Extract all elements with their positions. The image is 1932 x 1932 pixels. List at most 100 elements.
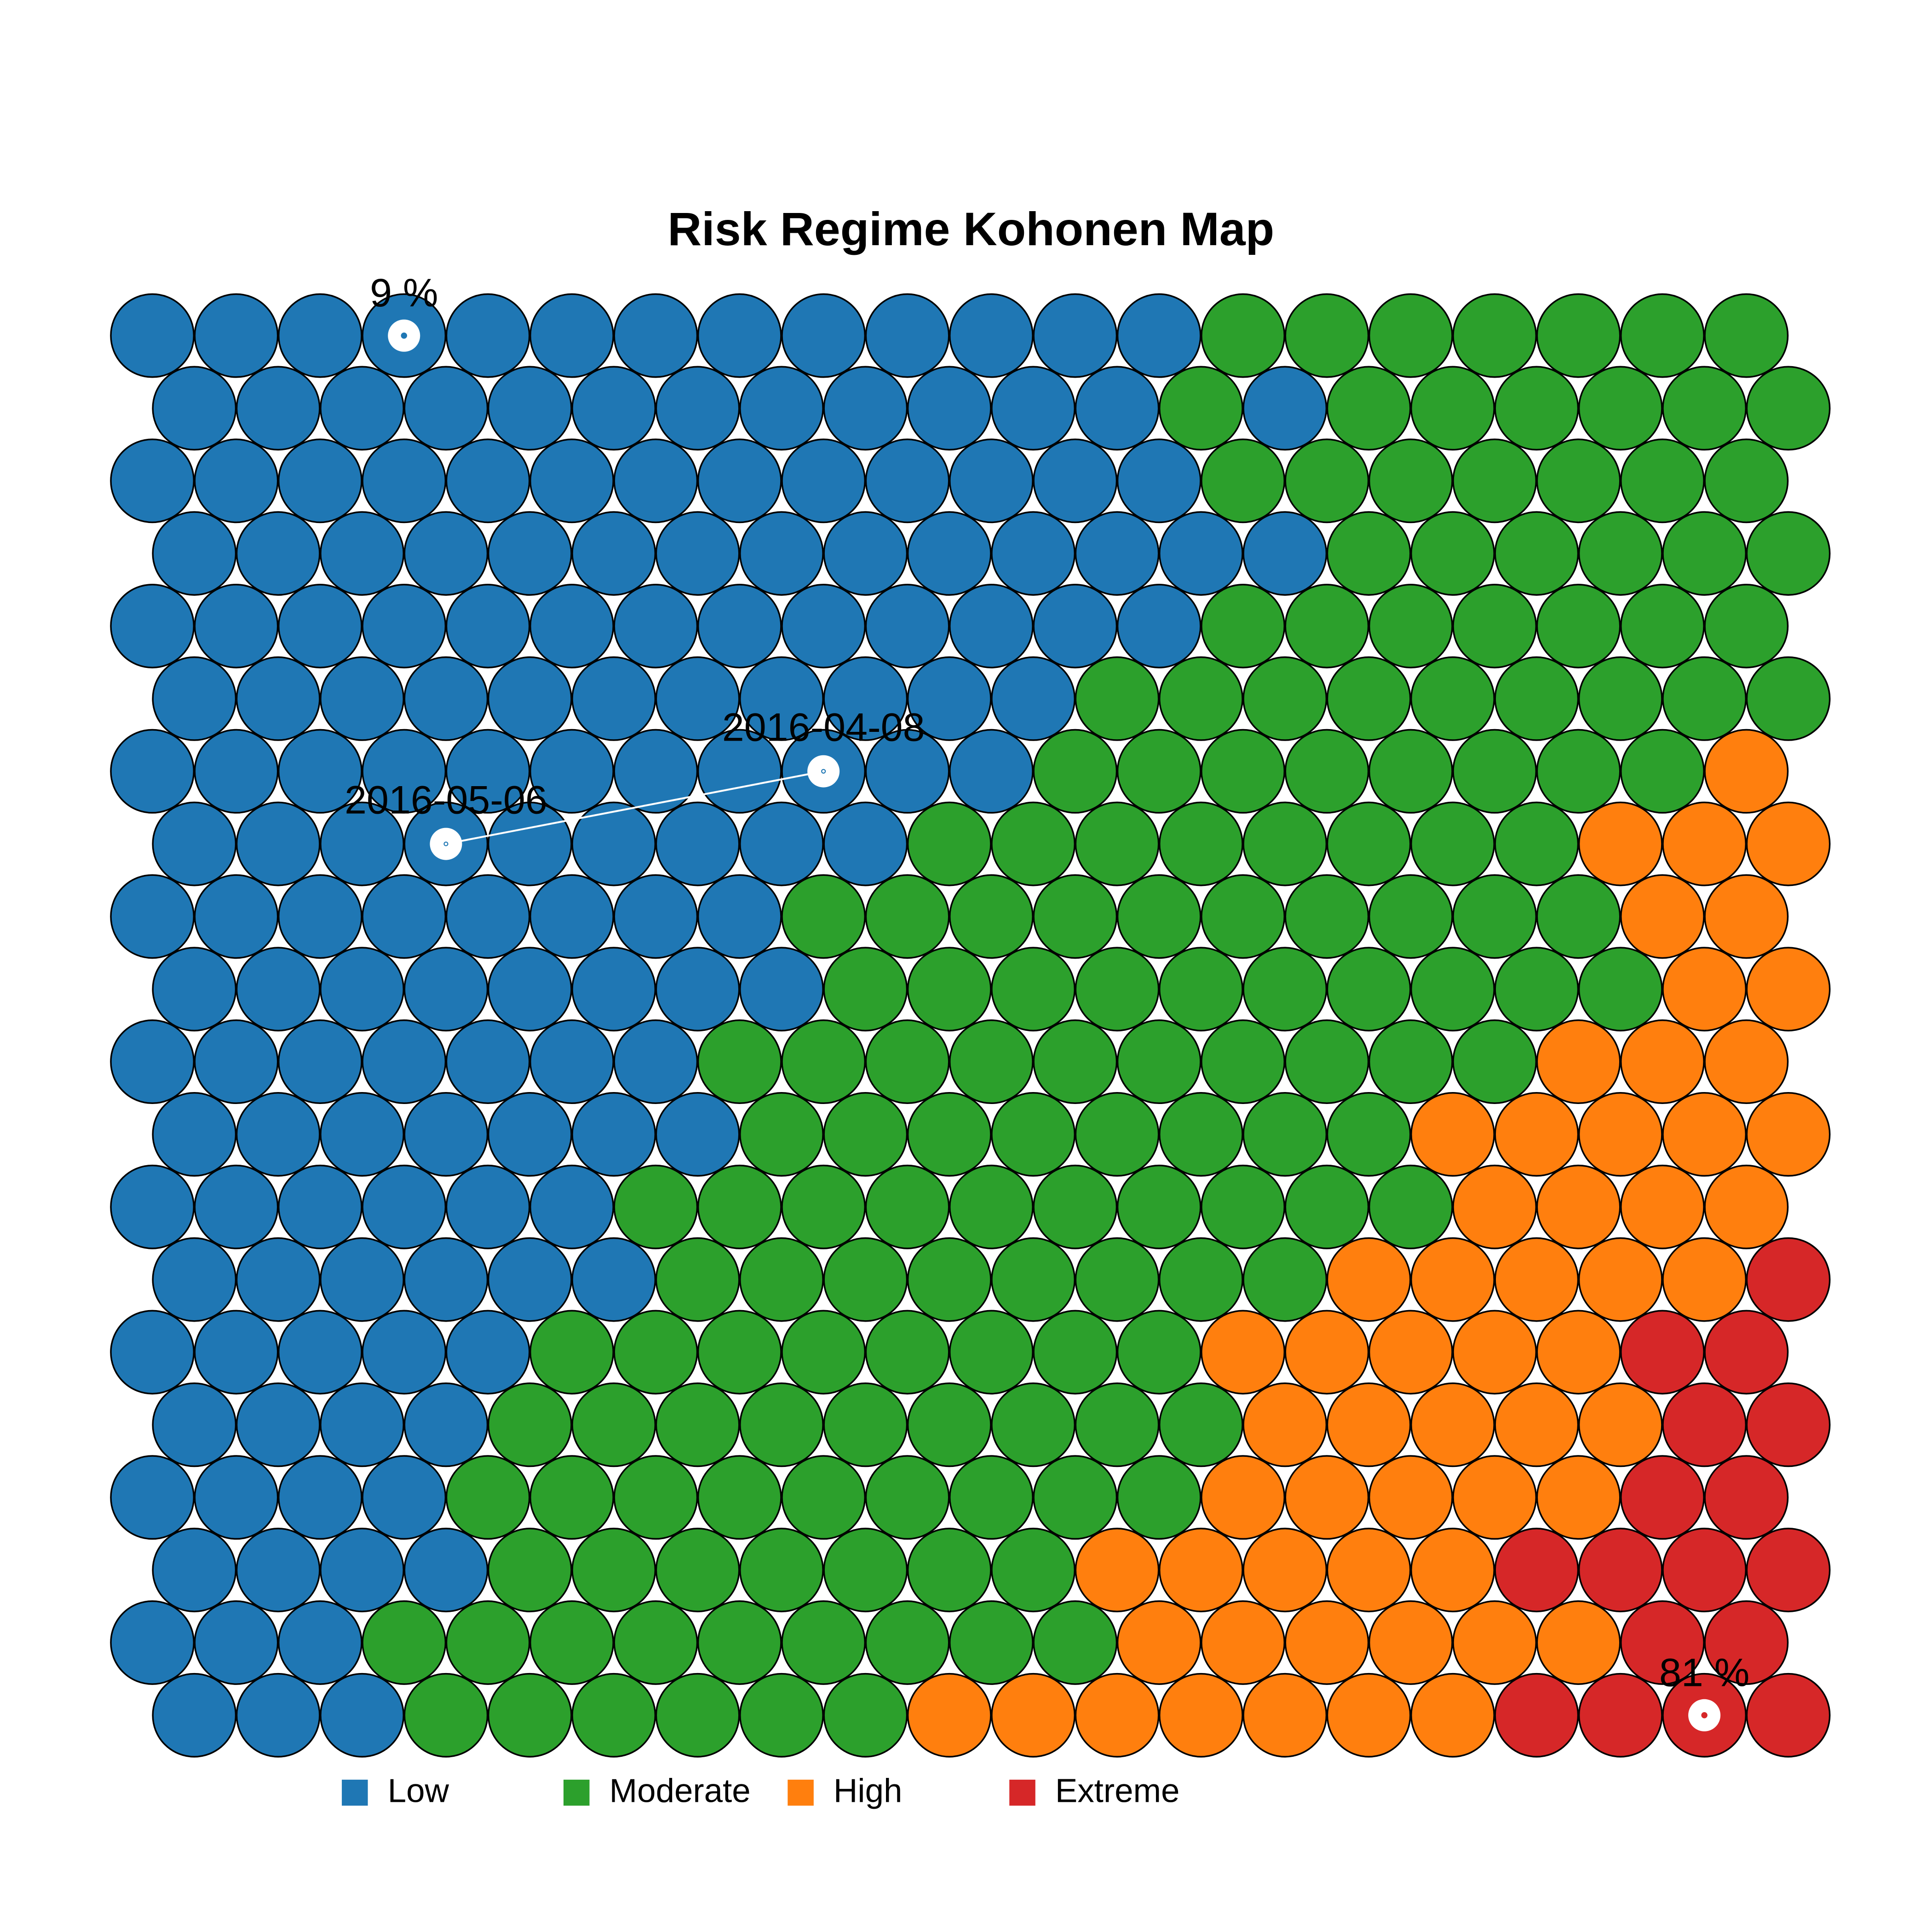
som-cell: [1536, 1164, 1621, 1249]
som-cell: [1368, 1455, 1453, 1540]
som-cell: [823, 1528, 908, 1613]
highlight-dot: [1701, 1712, 1708, 1719]
legend-label: High: [834, 1772, 903, 1810]
som-cell: [949, 293, 1034, 378]
som-cell: [1116, 1310, 1202, 1395]
som-cell: [110, 1310, 195, 1395]
chart-title: Risk Regime Kohonen Map: [667, 202, 1274, 255]
som-cell: [1662, 1528, 1747, 1613]
som-cell: [1494, 1092, 1579, 1177]
som-cell: [529, 1019, 614, 1104]
som-cell: [571, 656, 656, 741]
som-cell: [403, 366, 489, 451]
som-cell: [739, 366, 824, 451]
som-cell: [1746, 1237, 1831, 1322]
som-cell: [1368, 729, 1453, 814]
som-cell: [739, 1092, 824, 1177]
som-cell: [697, 584, 782, 668]
som-cell: [697, 1455, 782, 1540]
som-cell: [991, 1528, 1076, 1613]
som-cell: [1494, 366, 1579, 451]
som-cell: [1410, 366, 1495, 451]
som-cell: [1620, 729, 1705, 814]
som-cell: [1620, 874, 1705, 959]
som-cell: [1158, 1528, 1243, 1613]
path-point: [807, 755, 840, 788]
som-cell: [1452, 1455, 1537, 1540]
som-cell: [1158, 366, 1243, 451]
som-cell: [529, 729, 614, 814]
som-cell: [194, 438, 279, 523]
som-cell: [991, 1237, 1076, 1322]
som-cell: [1033, 1019, 1118, 1104]
som-cell: [277, 874, 362, 959]
som-cell: [445, 1019, 530, 1104]
som-cell: [1746, 947, 1831, 1032]
som-cell: [1494, 1673, 1579, 1758]
som-cell: [1201, 1455, 1285, 1540]
som-cell: [1704, 729, 1789, 814]
som-cell: [949, 874, 1034, 959]
som-cell: [1116, 1455, 1202, 1540]
som-cell: [907, 511, 992, 596]
som-cell: [823, 947, 908, 1032]
som-cell: [1452, 1164, 1537, 1249]
som-cell: [487, 511, 572, 596]
som-cell: [1284, 1600, 1369, 1685]
legend-label: Moderate: [610, 1772, 751, 1810]
som-cell: [529, 1455, 614, 1540]
som-cell: [1158, 1673, 1243, 1758]
som-cell: [1284, 438, 1369, 523]
som-cell: [1536, 1600, 1621, 1685]
som-cell: [823, 656, 908, 741]
som-cell: [1536, 1455, 1621, 1540]
som-cell: [1578, 656, 1663, 741]
legend-swatch: [564, 1779, 590, 1806]
som-cell: [194, 293, 279, 378]
som-cell: [655, 1528, 740, 1613]
som-cell: [1704, 293, 1789, 378]
som-cell: [487, 1528, 572, 1613]
som-cell: [739, 511, 824, 596]
som-cell: [445, 874, 530, 959]
path-label: 2016-05-06: [345, 778, 547, 822]
som-cell: [1410, 656, 1495, 741]
path-point: [430, 828, 462, 860]
som-cell: [152, 1382, 237, 1467]
som-cell: [1242, 1092, 1328, 1177]
som-cell: [362, 584, 447, 668]
som-cell: [571, 1237, 656, 1322]
som-cell: [1368, 293, 1453, 378]
som-cell: [949, 1019, 1034, 1104]
som-cell: [1620, 1310, 1705, 1395]
som-cell: [1158, 1382, 1243, 1467]
som-cell: [1704, 438, 1789, 523]
som-cell: [949, 1600, 1034, 1685]
highlight-label: 81 %: [1659, 1650, 1749, 1695]
som-cell: [1075, 1092, 1160, 1177]
som-cell: [655, 1092, 740, 1177]
som-cell: [277, 293, 362, 378]
som-cell: [1536, 293, 1621, 378]
som-cell: [1201, 584, 1285, 668]
som-cell: [1746, 511, 1831, 596]
som-cell: [1536, 874, 1621, 959]
som-cell: [823, 1092, 908, 1177]
som-cell: [865, 1455, 950, 1540]
som-cell: [152, 1528, 237, 1613]
som-cell: [445, 1310, 530, 1395]
som-cell: [865, 874, 950, 959]
som-cell: [1410, 1528, 1495, 1613]
som-cell: [110, 1600, 195, 1685]
som-cell: [571, 511, 656, 596]
som-cell: [949, 1164, 1034, 1249]
som-cell: [1410, 1673, 1495, 1758]
som-cell: [1452, 1019, 1537, 1104]
som-cell: [1158, 656, 1243, 741]
som-cell: [907, 366, 992, 451]
som-cell: [152, 947, 237, 1032]
som-cell: [739, 1673, 824, 1758]
som-cell: [1075, 947, 1160, 1032]
som-cell: [1284, 874, 1369, 959]
som-cell: [320, 801, 405, 886]
